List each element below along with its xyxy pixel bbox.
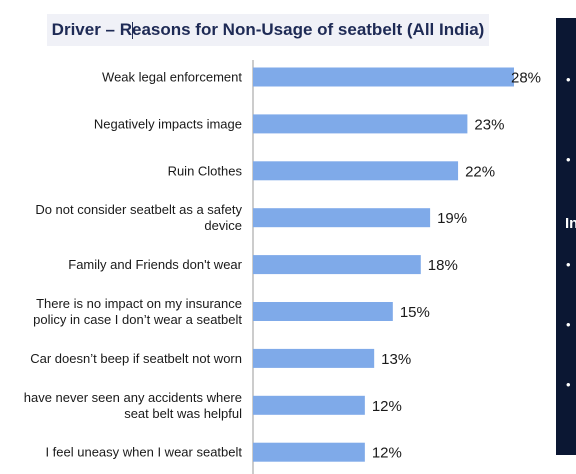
value-label: 12% [372,445,402,462]
category-label: There is no impact on my insurance [36,296,242,311]
chart-title-box: Driver – Reasons for Non-Usage of seatbe… [47,14,489,46]
category-label: Weak legal enforcement [102,70,242,85]
bar [253,114,468,134]
text-cursor [132,22,133,39]
category-label: policy in case I don’t wear a seatbelt [33,312,242,327]
bar [253,161,459,181]
bar [253,395,365,415]
value-label: 18% [428,257,458,274]
bar [253,348,375,368]
category-label: Do not consider seatbelt as a safety [35,202,242,217]
category-label: device [204,218,242,233]
bar [253,67,514,87]
category-label: Negatively impacts image [94,116,242,131]
panel-bullet: • [566,152,571,167]
category-label: Family and Friends don't wear [68,257,242,272]
chart-title: Driver – Reasons for Non-Usage of seatbe… [51,20,485,39]
value-label: 15% [400,304,430,321]
category-label: seat belt was helpful [124,406,242,421]
category-label: have never seen any accidents where [24,390,242,405]
bar [253,442,365,462]
bar [253,302,393,321]
side-panel: • • In • • • [556,18,576,455]
value-label: 28% [511,70,541,87]
value-label: 12% [372,398,402,415]
value-label: 22% [465,163,495,180]
bar-chart: Weak legal enforcement 28% Negatively impa… [24,60,541,474]
bar [253,255,421,275]
panel-bullet: • [566,72,571,87]
panel-heading: In [565,215,576,232]
category-label: Ruin Clothes [168,163,243,178]
panel-bullet: • [566,257,571,272]
panel-bullet: • [566,377,571,392]
value-label: 23% [474,116,504,133]
panel-bullet: • [566,317,571,332]
category-label: I feel uneasy when I wear seatbelt [45,445,242,460]
category-label: Car doesn’t beep if seatbelt not worn [30,351,242,366]
bar [253,208,431,228]
value-label: 13% [381,351,411,368]
value-label: 19% [437,210,467,227]
